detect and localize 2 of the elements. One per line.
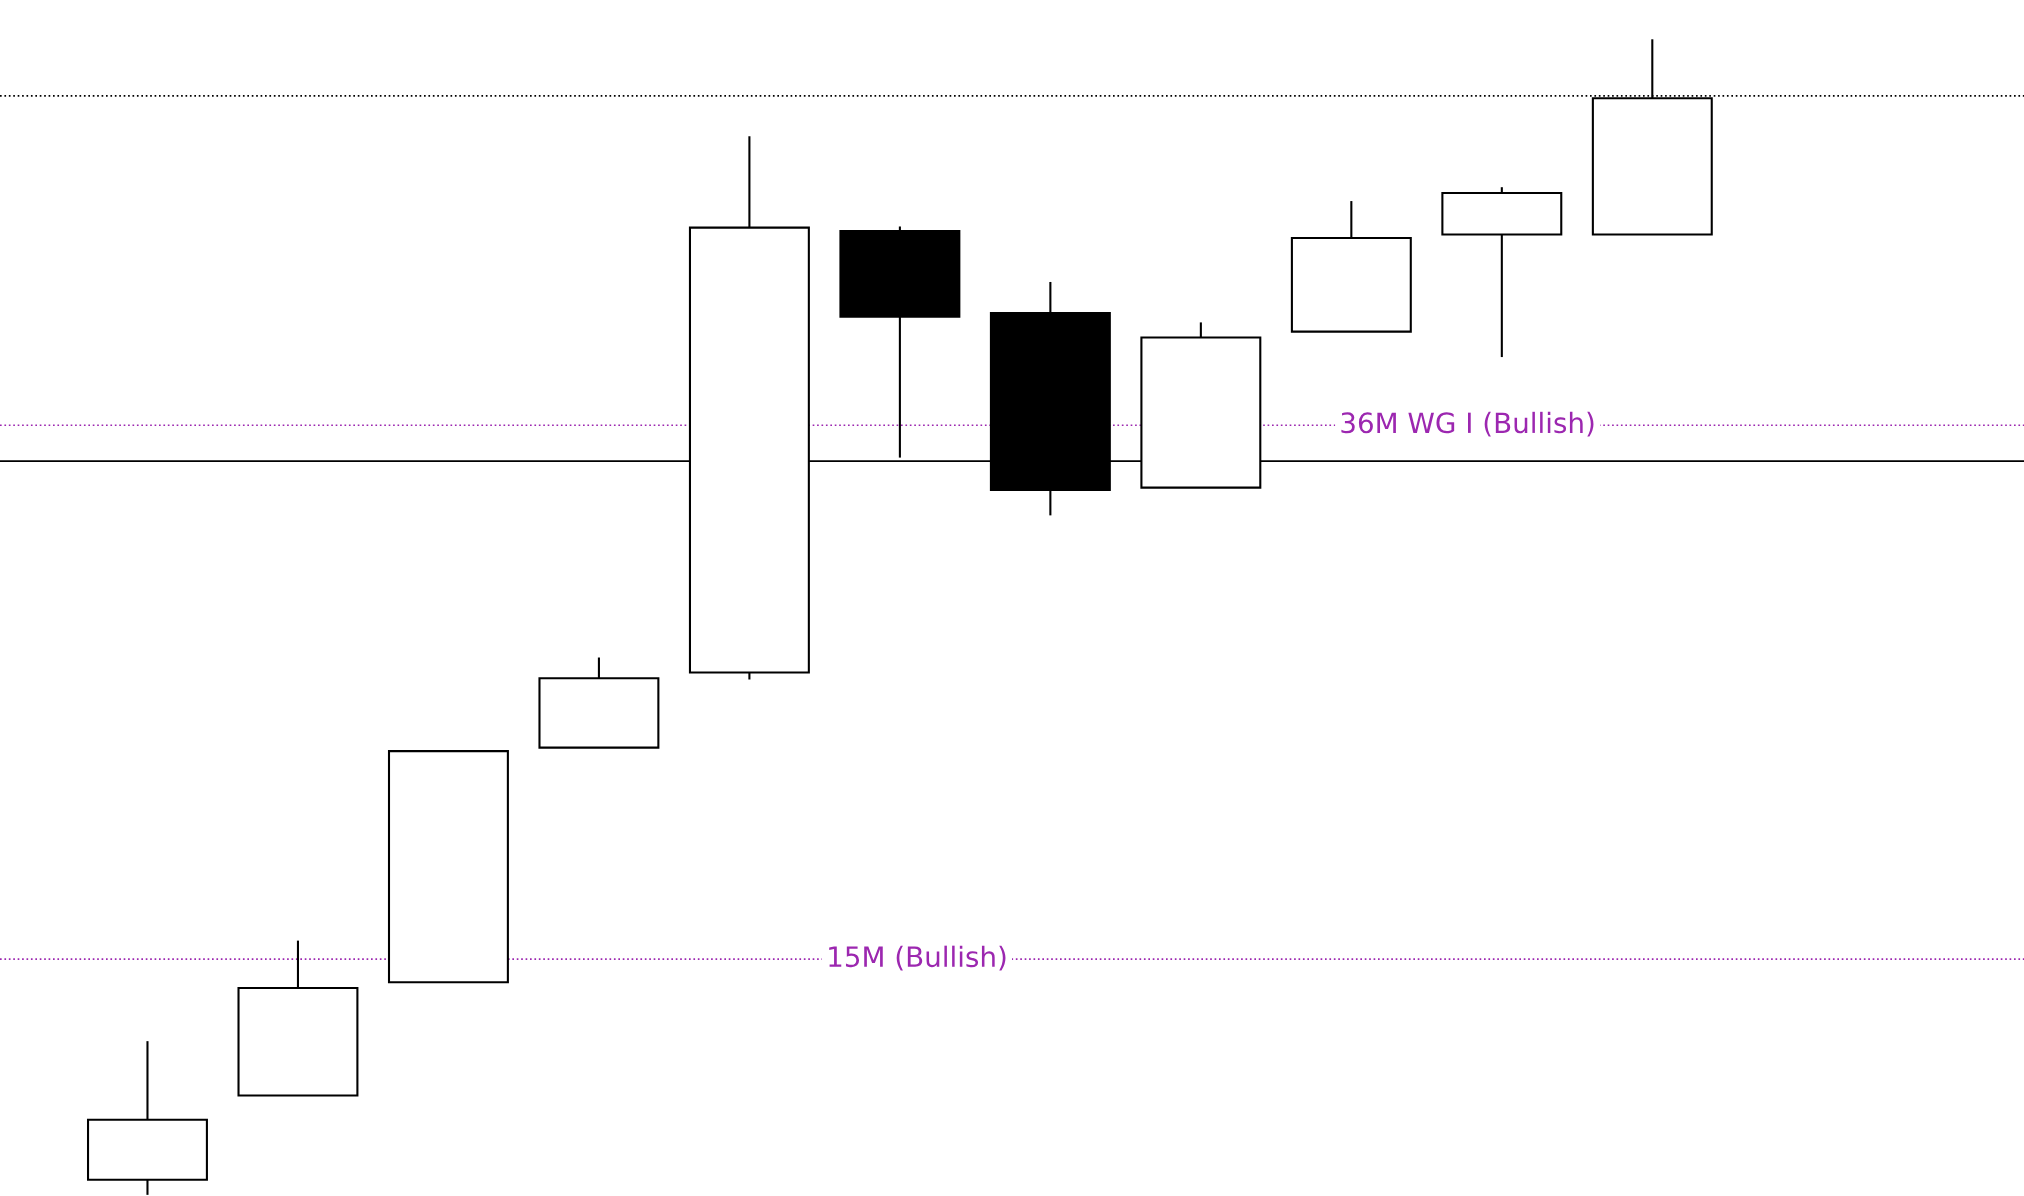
ref-line-label: 36M WG I (Bullish): [1341, 411, 1594, 437]
ref-line-label: 15M (Bullish): [829, 945, 1006, 971]
